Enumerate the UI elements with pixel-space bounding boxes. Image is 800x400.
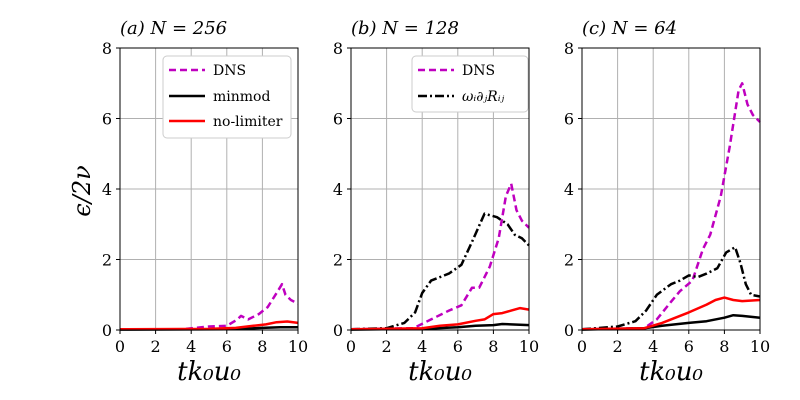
panel-a-title: (a) N = 256	[120, 18, 227, 39]
panel-c-x-tick-label: 2	[613, 337, 623, 356]
panel-c-x-tick-label: 6	[684, 337, 694, 356]
panel-c-title: (c) N = 64	[582, 18, 677, 39]
panel-a-y-tick-label: 6	[102, 110, 112, 129]
panel-c-x-tick-label: 4	[648, 337, 658, 356]
panel-b-y-tick-label: 6	[333, 110, 343, 129]
panel-a-y-tick-label: 2	[102, 251, 112, 270]
panel-c-x-tick-label: 10	[750, 337, 770, 356]
panel-b-legend: DNS ωᵢ∂ⱼRᵢⱼ	[411, 55, 529, 113]
panel-c-y-tick-label: 6	[564, 110, 574, 129]
panel-c-series-model	[581, 245, 761, 331]
panel-b-series-model	[350, 212, 530, 331]
panel-b-x-tick-label: 2	[382, 337, 392, 356]
panel-b-y-tick-label: 8	[333, 39, 343, 58]
panel-a-x-tick-label: 0	[115, 337, 125, 356]
panel-c-y-tick-label: 0	[564, 321, 574, 340]
panel-b-series-dns	[350, 182, 530, 331]
panel-c-x-axis-label: tk₀u₀	[639, 357, 703, 387]
panel-a-legend-minmod-label: minmod	[213, 89, 270, 105]
panel-a-x-tick-label: 2	[151, 337, 161, 356]
panel-a-legend-nolimiter-label: no-limiter	[213, 114, 283, 130]
panel-c-y-tick-label: 2	[564, 251, 574, 270]
panel-a-x-tick-label: 4	[186, 337, 196, 356]
panel-a-legend-frame	[162, 55, 292, 139]
panel-c-series-dns	[581, 82, 761, 331]
panel-b-title: (b) N = 128	[351, 18, 459, 39]
panel-a-x-tick-label: 10	[288, 337, 308, 356]
panel-a-y-tick-label: 4	[102, 180, 112, 199]
panel-b-x-tick-label: 8	[488, 337, 498, 356]
panel-a: (a) N = 256 tk₀u₀ 0 2 4 6 8 10 0 2 4 6 8 DNS minmo…	[102, 18, 308, 387]
panel-b-x-tick-label: 10	[519, 337, 539, 356]
panel-c-y-tick-label: 4	[564, 180, 574, 199]
panel-b-x-axis-label: tk₀u₀	[408, 357, 472, 387]
panel-a-x-tick-label: 8	[257, 337, 267, 356]
panel-c-x-tick-label: 0	[577, 337, 587, 356]
panel-a-y-tick-label: 0	[102, 321, 112, 340]
panel-a-legend: DNS minmod no-limiter	[162, 55, 292, 139]
panel-b-legend-model-label: ωᵢ∂ⱼRᵢⱼ	[462, 89, 505, 105]
panel-b-plot-area: 0 2 4 6 8 10 0 2 4 6 8	[333, 39, 539, 356]
panel-b-y-tick-label: 0	[333, 321, 343, 340]
panel-c: (c) N = 64 tk₀u₀ 0 2 4 6 8 10 0 2 4 6 8	[564, 18, 770, 387]
panel-a-legend-dns-label: DNS	[213, 63, 246, 79]
panel-b-x-tick-label: 6	[453, 337, 463, 356]
panel-a-x-axis-label: tk₀u₀	[177, 357, 241, 387]
panel-b-x-tick-label: 0	[346, 337, 356, 356]
panel-b-y-tick-label: 2	[333, 251, 343, 270]
panel-b-legend-dns-label: DNS	[462, 63, 495, 79]
panel-a-plot-area: 0 2 4 6 8 10 0 2 4 6 8	[102, 39, 308, 356]
panel-c-y-tick-label: 8	[564, 39, 574, 58]
panel-c-x-tick-label: 8	[719, 337, 729, 356]
panel-a-series-no-limiter	[119, 320, 299, 331]
panel-b: (b) N = 128 tk₀u₀ 0 2 4 6 8 10 0 2 4 6 8 DNS ωᵢ∂ⱼR…	[333, 18, 539, 387]
panel-b-y-tick-label: 4	[333, 180, 343, 199]
panel-a-x-tick-label: 6	[222, 337, 232, 356]
panel-a-series-dns	[120, 282, 299, 331]
panel-b-x-tick-label: 4	[417, 337, 427, 356]
panel-c-series-minmod	[581, 313, 761, 331]
y-axis-label: ϵ/2ν	[68, 165, 96, 216]
panel-c-plot-area: 0 2 4 6 8 10 0 2 4 6 8	[564, 39, 770, 356]
panel-a-y-tick-label: 8	[102, 39, 112, 58]
panel-b-series-no-limiter	[350, 306, 530, 331]
panel-c-series-no-limiter	[581, 296, 761, 331]
